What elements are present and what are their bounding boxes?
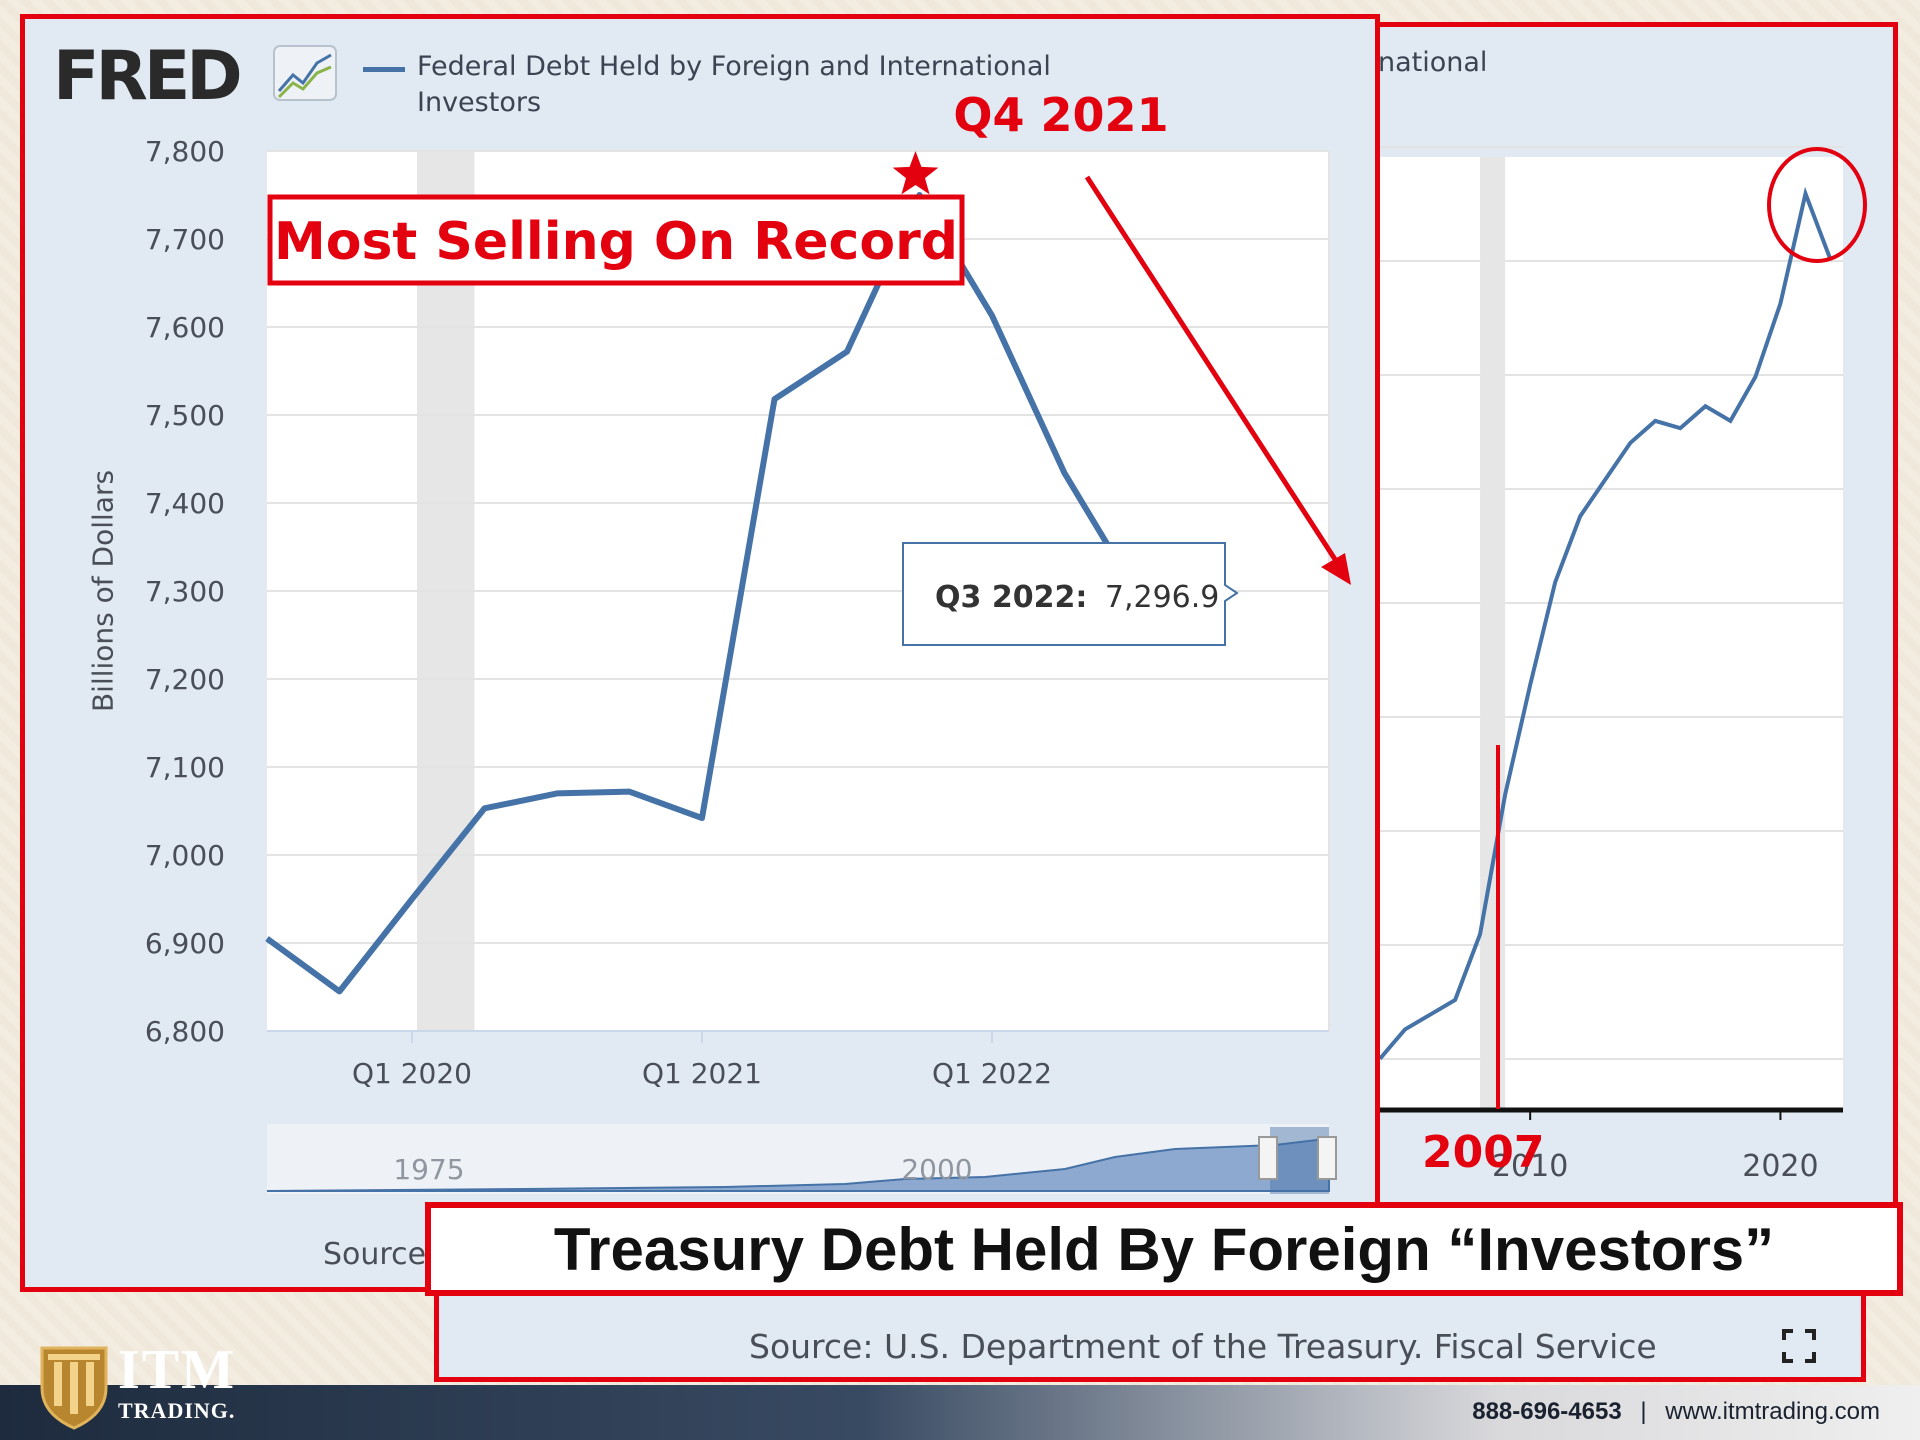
record-callout-text: Most Selling On Record (274, 212, 958, 272)
legend-swatch (363, 67, 405, 72)
legend-label: Federal Debt Held by Foreign and Interna… (417, 51, 1051, 118)
tooltip-label: Q3 2022: (935, 580, 1087, 615)
decline-arrow-line (1084, 175, 1343, 569)
svg-text:Q3 2022: 7,296.9: Q3 2022: 7,296.9 (935, 580, 1219, 615)
navigator-year-label: 2000 (901, 1153, 972, 1186)
itm-logo-name: ITM (118, 1339, 236, 1401)
footer-bar (0, 1385, 1920, 1440)
source-panel: Source: U.S. Department of the Treasury.… (434, 1290, 1866, 1382)
y-tick-label: 7,300 (145, 575, 225, 608)
y-tick-label: 7,100 (145, 751, 225, 784)
y-tick-label: 7,600 (145, 311, 225, 344)
footer-contact: 888-696-4653 | www.itmtrading.com (1472, 1398, 1880, 1426)
long-term-x-label: 2020 (1742, 1149, 1818, 1184)
website-link[interactable]: www.itmtrading.com (1665, 1398, 1880, 1425)
y-tick-label: 7,800 (145, 135, 225, 168)
y-tick-label: 7,400 (145, 487, 225, 520)
long-term-recession-shade (1480, 157, 1506, 1110)
y-tick-label: 6,900 (145, 927, 225, 960)
long-term-chart: national 2010 2020 2007 (1380, 47, 1867, 1184)
decline-arrow-head (1321, 553, 1351, 585)
record-callout-box (267, 194, 965, 286)
y-tick-label: 7,500 (145, 399, 225, 432)
tooltip-value: 7,296.9 (1105, 580, 1220, 615)
x-tick-label: Q1 2022 (932, 1057, 1052, 1090)
navigator-left-handle[interactable] (1258, 1136, 1278, 1180)
column-shield-icon (40, 1346, 108, 1430)
navigator-right-handle[interactable] (1317, 1136, 1337, 1180)
peak-label: Q4 2021 (953, 88, 1168, 142)
year-2007-label: 2007 (1422, 1127, 1544, 1178)
x-tick-label: Q1 2020 (352, 1057, 472, 1090)
footer-separator: | (1640, 1398, 1647, 1425)
y-tick-label: 6,800 (145, 1015, 225, 1048)
navigator-year-label: 1975 (393, 1153, 464, 1186)
zoomed-chart: 6,800 6,900 7,000 7,100 7,200 7,300 7,400 7,500… (145, 88, 1351, 1194)
trend-line-icon (273, 45, 337, 101)
y-tick-label: 7,000 (145, 839, 225, 872)
peak-circle (1767, 147, 1867, 263)
zoomed-chart-panel: FRED Federal Debt Held by Foreign and In… (20, 14, 1380, 1292)
data-tooltip: Q3 2022: 7,296.9 (902, 542, 1239, 646)
long-term-x-label: 2010 (1492, 1149, 1568, 1184)
phone-number[interactable]: 888-696-4653 (1472, 1398, 1622, 1425)
peak-star-icon (892, 151, 939, 195)
range-navigator[interactable]: 1975 2000 (266, 1124, 1337, 1194)
itm-logo-sub: TRADING. (118, 1398, 236, 1423)
y-tick-label: 7,200 (145, 663, 225, 696)
series-line (265, 192, 1140, 995)
long-term-chart-panel: national 2010 2020 2007 (1375, 22, 1898, 1207)
headline: Treasury Debt Held By Foreign “Investors… (425, 1202, 1903, 1296)
long-term-plot-area (1380, 157, 1843, 1110)
source-text: Source: U.S. Department of the Treasury.… (749, 1327, 1657, 1366)
fred-logo: FRED (53, 37, 243, 116)
y-tick-label: 7,700 (145, 223, 225, 256)
expand-icon[interactable] (1782, 1329, 1816, 1363)
long-term-series-line (1380, 186, 1833, 1060)
x-tick-label: Q1 2021 (642, 1057, 762, 1090)
left-source-fragment: Source (323, 1237, 427, 1272)
right-legend-fragment: national (1380, 47, 1487, 78)
